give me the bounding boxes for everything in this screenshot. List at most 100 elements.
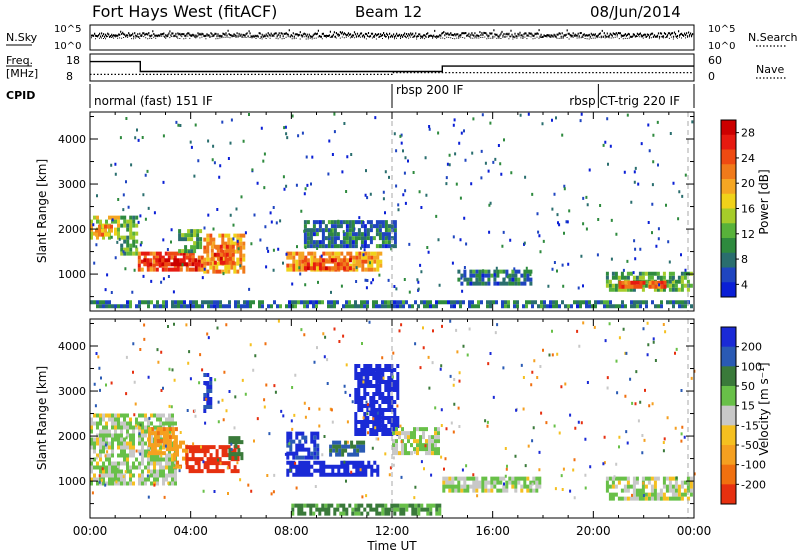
cpid-mode-label: rbsp CT-trig 220 IF (569, 94, 680, 108)
noise-trace (91, 29, 694, 40)
xaxis-label: Time UT (366, 539, 417, 553)
nave-tick-high: 60 (708, 54, 722, 67)
ytick-label: 3000 (58, 178, 86, 191)
scatter-cell-group (303, 220, 397, 249)
power-panel: 1000 2000 3000 4000 Slant Range [km] 4 8 12 16… (35, 111, 771, 312)
nsky-label: N.Sky (6, 31, 38, 44)
scatter-cell-group (146, 258, 201, 267)
scatter-cell-group (605, 476, 693, 501)
scatter-cell-group (102, 219, 120, 236)
freq-tick-high: 18 (66, 54, 80, 67)
scatter-cell-group (228, 436, 244, 461)
cpid-mode-label: rbsp 200 IF (396, 83, 463, 97)
scatter-cell-group (291, 503, 442, 516)
freq-tick-low: 8 (66, 70, 73, 83)
ytick-label: 3000 (58, 385, 86, 398)
cbar-tick-label: 100 (741, 360, 762, 373)
scatter-cell-group (143, 258, 195, 267)
scatter-cell-group (354, 364, 400, 436)
power-ylabel: Slant Range [km] (35, 159, 49, 263)
cbar-tick-label: 16 (741, 203, 755, 216)
cbar-tick-label: 24 (741, 152, 755, 165)
scatter-cell-group (90, 413, 177, 486)
xtick-label: 16:00 (475, 524, 510, 538)
nsky-tick-high: 10^5 (54, 24, 81, 35)
colorbar-swatch (721, 120, 736, 136)
cbar-tick-label: 28 (741, 127, 755, 140)
scatter-cell-group (286, 460, 380, 477)
cbar-tick-label: -200 (741, 478, 766, 491)
colorbar-swatch (721, 386, 736, 407)
scatter-cell-group (291, 503, 442, 516)
nsearch-tick-high: 10^5 (708, 24, 735, 35)
nsearch-label: N.Search (748, 31, 798, 44)
scatter-cell-group (392, 427, 440, 456)
nsky-tick-low: 10^0 (54, 41, 81, 52)
nsearch-tick-low: 10^0 (708, 41, 735, 52)
beam-title: Beam 12 (355, 3, 422, 21)
scatter-cell-group (605, 271, 690, 292)
colorbar-swatch (721, 238, 736, 254)
scatter-cell-group (303, 258, 349, 271)
nave-trace (90, 72, 694, 75)
scatter-cell-group (120, 215, 136, 256)
scatter-cell-group (176, 456, 188, 469)
scatter-cell-group (303, 220, 397, 249)
scatter-cell-group (178, 229, 200, 254)
noise-panel: N.Sky 10^5 10^0 10^5 10^0 N.Search (6, 24, 798, 52)
scatter-cell-group (286, 431, 320, 460)
colorbar-swatch (721, 193, 736, 209)
colorbar-swatch (721, 484, 736, 505)
frequency-panel: Freq. [MHz] 18 8 60 0 Nave (6, 53, 786, 83)
cbar-tick-label: 20 (741, 177, 755, 190)
scatter-cell-group (185, 445, 240, 474)
ytick-label: 1000 (58, 475, 86, 488)
scatter-cell-group (624, 280, 661, 289)
colorbar-swatch (721, 252, 736, 268)
scatter-cell-group (312, 258, 349, 263)
power-cbar-label: Power [dB] (757, 169, 771, 234)
date-title: 08/Jun/2014 (590, 3, 681, 21)
scatter-cell-group (95, 224, 110, 237)
velocity-colorbar: 200 100 50 15 -15 -50 -100 -200 (720, 326, 766, 505)
xtick-label: 00:00 (677, 524, 712, 538)
power-colorbar: 4 8 12 16 20 24 28 (720, 119, 755, 298)
cbar-tick-label: 200 (741, 341, 762, 354)
cbar-tick-label: -50 (741, 439, 759, 452)
scatter-cell-group (303, 220, 397, 249)
noise-sky-trace (91, 29, 694, 38)
cbar-tick-label: 50 (741, 380, 755, 393)
time-axis: 00:00 04:00 08:00 12:00 16:00 20:00 00:00 (73, 112, 712, 538)
xtick-label: 04:00 (173, 524, 208, 538)
ytick-label: 2000 (58, 430, 86, 443)
scatter-cell-group (605, 271, 693, 292)
station-title: Fort Hays West (fitACF) (92, 2, 277, 21)
ytick-label: 4000 (58, 133, 86, 146)
scatter-cell-group (286, 251, 374, 272)
scatter-cell-group (120, 215, 139, 252)
scatter-cell-group (303, 258, 352, 271)
colorbar-swatch (721, 464, 736, 485)
velocity-ylabel: Slant Range [km] (35, 366, 49, 470)
cbar-tick-label: 4 (741, 278, 748, 291)
colorbar-frame (720, 326, 737, 505)
scatter-cell-group (181, 229, 203, 254)
scatter-cell-group (101, 224, 113, 237)
velocity-heatmap (90, 319, 696, 518)
xtick-label: 12:00 (375, 524, 410, 538)
cbar-tick-label: 8 (741, 253, 748, 266)
ytick-label: 2000 (58, 223, 86, 236)
colorbar-swatch (721, 327, 736, 348)
xtick-label: 00:00 (73, 524, 108, 538)
nave-tick-low: 0 (708, 70, 715, 83)
colorbar-swatch (721, 179, 736, 195)
colorbar-swatch (721, 282, 736, 298)
colorbar-swatch (721, 208, 736, 224)
scatter-cell-group (472, 269, 521, 282)
freq-unit-label: [MHz] (6, 67, 38, 80)
ytick-label: 1000 (58, 268, 86, 281)
velocity-panel: 1000 2000 3000 4000 Slant Range [km] 200 100… (35, 318, 771, 519)
colorbar-swatch (721, 405, 736, 426)
scatter-cell-group (395, 431, 437, 456)
